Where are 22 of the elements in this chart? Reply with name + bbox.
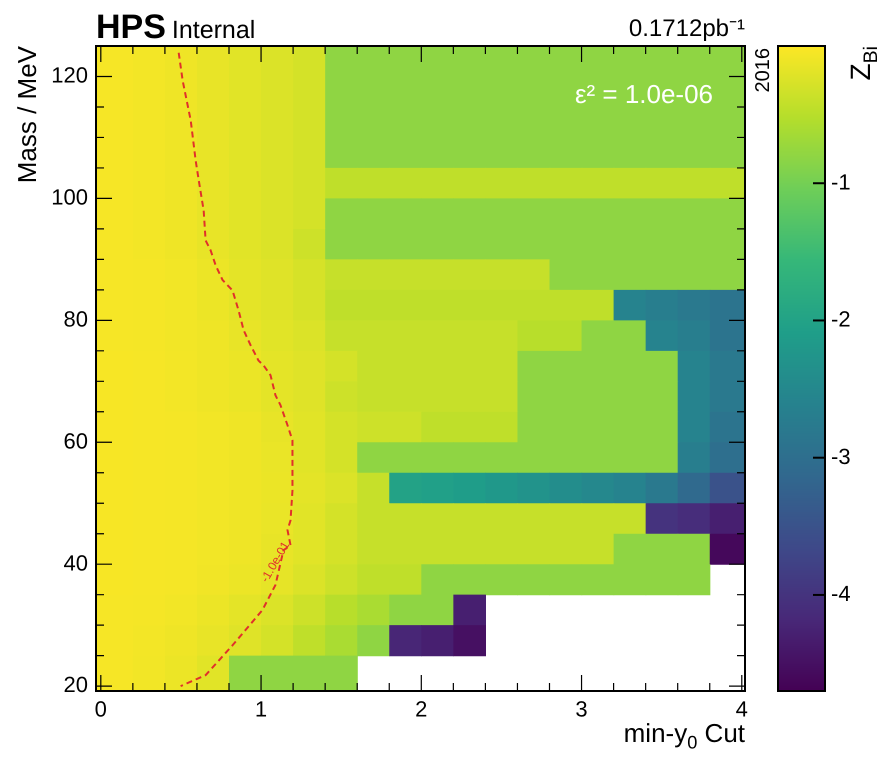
y-tick-label: 40 [64,550,88,576]
color-bar-label: -3 [831,444,851,469]
annotation: ε² = 1.0e-06 [574,79,713,109]
y-tick-label: 100 [51,184,88,210]
x-tick-label: 1 [254,696,268,722]
chart-subtitle: Internal [172,16,256,44]
color-bar-label: -1 [831,169,851,194]
x-tick-label: 0 [94,696,107,722]
y-tick-label: 80 [64,306,88,332]
color-bar-label: -2 [831,306,851,332]
y-axis-title: Mass / MeV [12,45,42,184]
color-bar-label: -4 [831,581,851,606]
x-tick-label: 2 [415,696,428,722]
text: 0.1712pb⁻¹ [628,15,746,42]
y-tick-label: 120 [51,62,88,88]
text: 2016 [752,48,774,92]
color-bar-title: ZBi [845,46,882,81]
x-tick-label: 4 [736,696,748,722]
chart-title: HPS [96,8,166,46]
y-tick-label: 20 [64,672,88,698]
y-tick-label: 60 [64,428,88,454]
x-tick-label: 3 [575,696,588,722]
